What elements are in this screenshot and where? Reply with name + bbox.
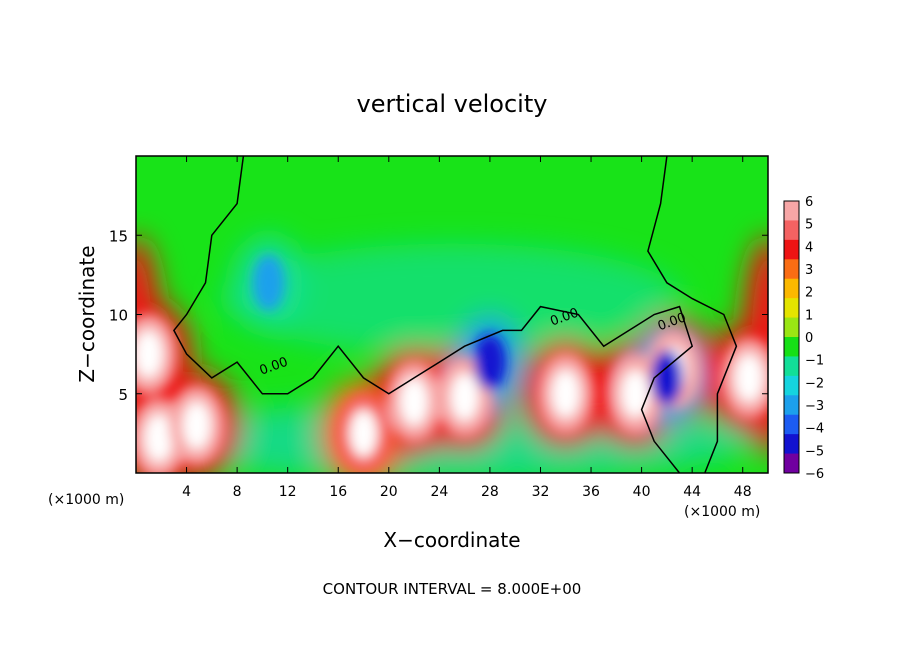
x-units-left: (×1000 m) [48,492,124,508]
colorbar-label: 5 [805,218,813,233]
colorbar-swatch [784,201,799,221]
colorbar-swatch [784,356,799,377]
x-tick-label: 44 [683,484,701,500]
colorbar-label: −5 [805,444,824,459]
x-tick-label: 8 [233,484,242,500]
colorbar-frame [783,200,800,474]
colorbar-label: 2 [805,286,813,301]
colorbar-swatch [784,395,799,416]
x-tick-label: 48 [734,484,752,500]
updraft-peak [621,369,650,418]
x-tick-label: 4 [182,484,191,500]
x-tick-label: 12 [279,484,297,500]
x-tick-label: 36 [582,484,600,500]
x-units-right: (×1000 m) [684,504,760,520]
colorbar-swatch [784,278,799,299]
x-tick-label: 32 [532,484,550,500]
y-tick-label: 15 [109,227,128,245]
zero-contour [647,156,738,473]
y-tick-label: 10 [109,307,128,325]
y-axis-label: Z−coordinate [75,245,99,382]
x-tick-label: 20 [380,484,398,500]
updraft-peak [182,401,211,450]
colorbar-swatch [784,414,799,435]
colorbar-swatch [784,453,799,474]
colorbar-label: 3 [805,263,813,278]
colorbar-label: −1 [805,354,824,369]
contour-interval-note: CONTOUR INTERVAL = 8.000E+00 [323,580,582,598]
colorbar-swatch [784,317,799,338]
chart-title: vertical velocity [357,90,548,118]
colorbar-label: −3 [805,399,824,414]
colorbar-label: 6 [805,195,813,210]
colorbar-swatch [784,259,799,280]
zero-contour [173,156,694,473]
colorbar-label: −2 [805,376,824,391]
updraft-peak [450,372,479,421]
colorbar-swatch [784,375,799,396]
y-tick-label: 5 [118,386,128,404]
x-tick-label: 16 [329,484,347,500]
updraft-peak [144,414,173,463]
colorbar-label: 0 [805,331,813,346]
colorbar-label: 4 [805,240,813,255]
colorbar-swatch [784,298,799,319]
plot-area: 0.000.00 0.00 [136,156,768,473]
updraft-peak [136,330,163,379]
updraft-peak [551,369,580,418]
updraft-peak [400,377,429,426]
downdraft-core [650,349,683,406]
colorbar-label: 1 [805,308,813,323]
colorbar-swatch [784,220,799,241]
x-axis-label: X−coordinate [383,528,520,552]
field-region [222,243,682,354]
downdraft-core [473,334,506,391]
downdraft-core [252,254,285,311]
colorbar-swatch [784,434,799,455]
x-tick-label: 24 [430,484,448,500]
x-tick-label: 28 [481,484,499,500]
colorbar-swatch [784,337,799,357]
y-axis: 5 10 15 [109,227,768,404]
updraft-peak [735,353,764,402]
updraft-peak [349,409,378,458]
colorbar: 6 5 4 3 2 1 0 −1 −2 −3 −4 −5 −6 [783,195,824,482]
x-axis: 4 8 12 16 20 24 28 32 36 40 44 48 [182,156,752,500]
colorbar-label: −4 [805,422,824,437]
colorbar-label: −6 [805,467,824,482]
x-tick-label: 40 [633,484,651,500]
colorbar-swatch [784,239,799,260]
